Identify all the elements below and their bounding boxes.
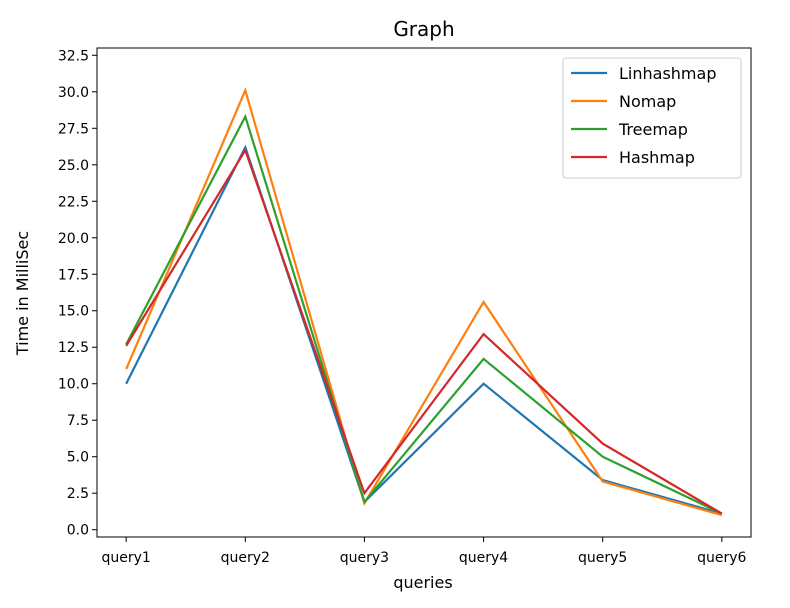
legend-entry-label: Nomap	[619, 92, 676, 111]
y-tick-label: 10.0	[58, 377, 89, 393]
y-tick-label: 27.5	[58, 121, 89, 137]
y-tick-label: 0.0	[67, 523, 89, 539]
legend-entry-label: Linhashmap	[619, 64, 716, 83]
y-tick-label: 7.5	[67, 413, 89, 429]
y-tick-label: 20.0	[58, 231, 89, 247]
y-tick-label: 5.0	[67, 450, 89, 466]
legend: Linhashmap Nomap Treemap Hashmap	[562, 57, 742, 179]
x-tick-label: query5	[578, 550, 627, 566]
y-tick-label: 22.5	[58, 194, 89, 210]
y-axis-label: Time in MilliSec	[13, 231, 32, 356]
axis-ticks: 0.0 2.5 5.0 7.5 10.0 12.5 15.0 17.5 20.0 22.5 25.0…	[58, 48, 747, 566]
legend-entry-label: Hashmap	[619, 148, 695, 167]
series-line-treemap	[125, 113, 723, 515]
x-tick-label: query1	[102, 550, 151, 566]
x-tick-label: query6	[697, 550, 746, 566]
y-tick-label: 2.5	[67, 486, 89, 502]
y-tick-label: 17.5	[58, 267, 89, 283]
y-tick-label: 12.5	[58, 340, 89, 356]
y-tick-label: 25.0	[58, 158, 89, 174]
chart-title: Graph	[393, 17, 454, 41]
series-line-linhashmap	[125, 144, 723, 515]
x-axis-label: queries	[393, 573, 452, 592]
series-lines	[125, 87, 723, 517]
plot-frame	[96, 47, 752, 538]
y-tick-label: 15.0	[58, 304, 89, 320]
y-tick-label: 32.5	[58, 48, 89, 64]
y-tick-label: 30.0	[58, 85, 89, 101]
x-tick-label: query3	[340, 550, 389, 566]
x-tick-label: query2	[221, 550, 270, 566]
series-line-nomap	[125, 87, 723, 517]
legend-entry-label: Treemap	[618, 120, 688, 139]
x-tick-label: query4	[459, 550, 508, 566]
series-line-hashmap	[125, 147, 723, 515]
legend-box	[562, 57, 742, 179]
